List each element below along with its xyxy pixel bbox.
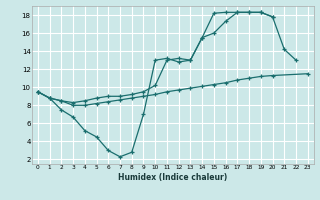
X-axis label: Humidex (Indice chaleur): Humidex (Indice chaleur) [118, 173, 228, 182]
